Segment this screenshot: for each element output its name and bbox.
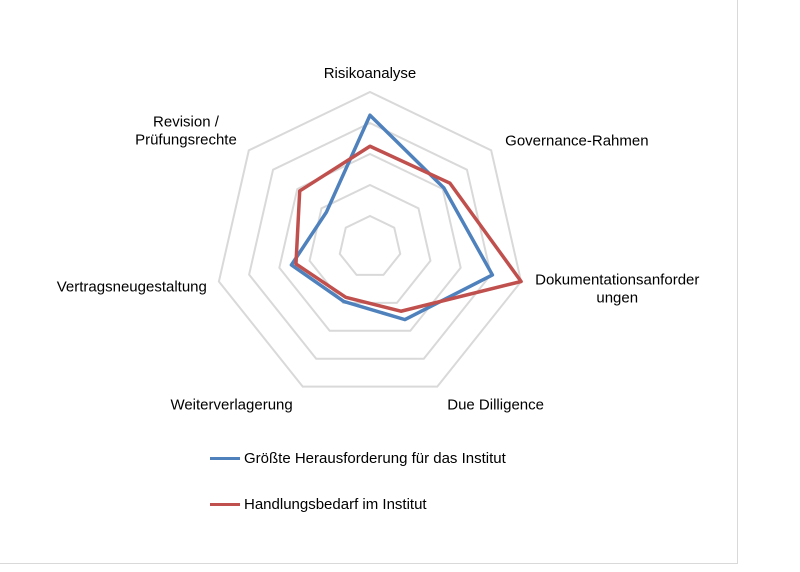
axis-label-6: Vertragsneugestaltung — [57, 278, 207, 295]
radar-grid — [217, 90, 523, 388]
axis-label-4: Due Dilligence — [447, 397, 544, 414]
legend-label: Handlungsbedarf im Institut — [244, 495, 427, 513]
axis-label-1: Risikoanalyse — [324, 65, 417, 82]
radar-series — [289, 113, 523, 322]
series-line-1 — [289, 113, 495, 322]
axis-label-5: Weiterverlagerung — [170, 397, 292, 414]
legend-label: Größte Herausforderung für das Institut — [244, 449, 506, 467]
radar-chart: Risikoanalyse Governance-Rahmen Dokumentat… — [57, 65, 700, 414]
grid-ring-3 — [278, 152, 462, 332]
chart-area: Risikoanalyse Governance-Rahmen Dokumentat… — [0, 0, 738, 564]
series-line-2 — [294, 144, 523, 313]
legend-item-series-2: Handlungsbedarf im Institut — [210, 493, 427, 515]
grid-ring-1 — [338, 214, 402, 276]
grid-ring-4 — [248, 121, 492, 360]
axis-label-2: Governance-Rahmen — [505, 132, 648, 149]
axis-labels: Risikoanalyse Governance-Rahmen Dokumentat… — [57, 65, 700, 414]
legend-swatch-blue — [210, 456, 240, 460]
axis-label-3: Dokumentationsanforder ungen — [535, 271, 699, 306]
grid-ring-5 — [217, 90, 523, 388]
legend-swatch-red — [210, 502, 240, 506]
legend-item-series-1: Größte Herausforderung für das Institut — [210, 447, 506, 469]
axis-label-7: Revision / Prüfungsrechte — [135, 113, 237, 148]
